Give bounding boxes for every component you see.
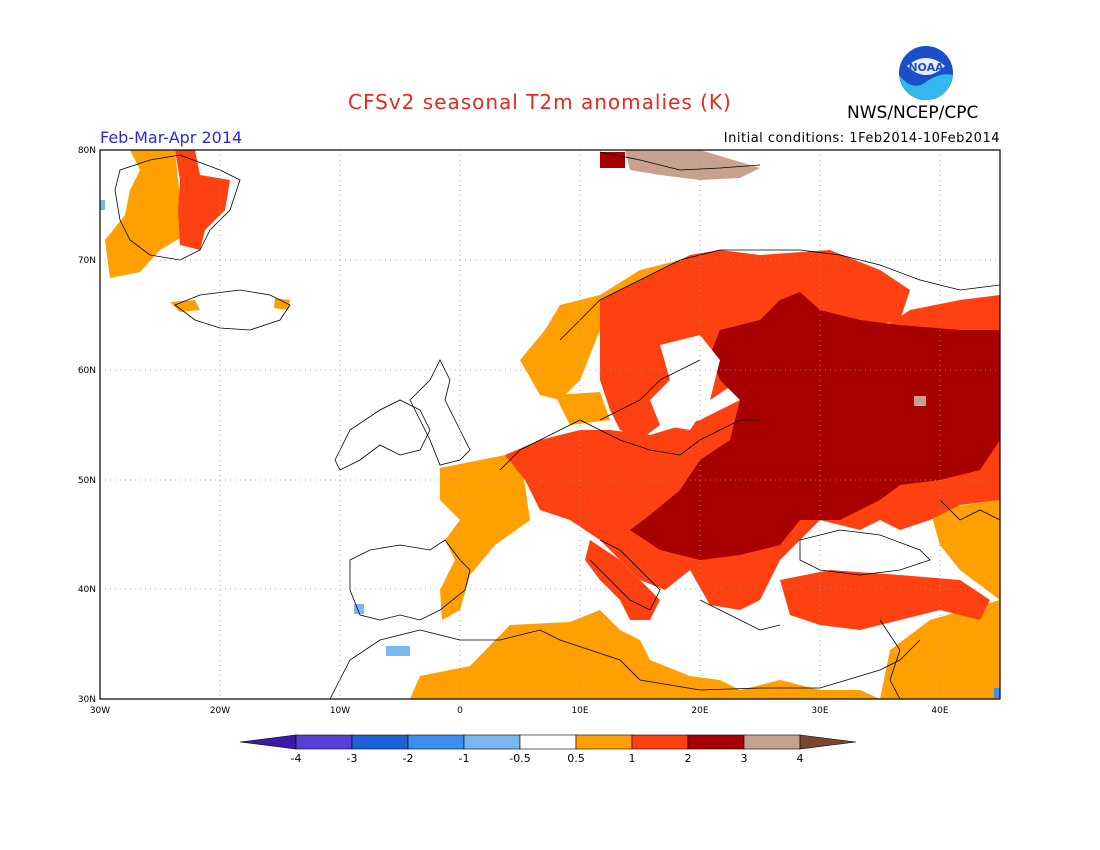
anomaly-region-russia-core [630, 292, 1000, 560]
colorbar-swatch [351, 734, 409, 750]
colorbar-label: 4 [797, 752, 804, 765]
lon-tick: 10E [571, 706, 588, 716]
lat-tick-labels: 80N 70N 60N 50N 40N 30N [78, 146, 96, 705]
forecast-period: Feb-Mar-Apr 2014 [100, 128, 243, 147]
colorbar-swatch [463, 734, 521, 750]
map-title: CFSv2 seasonal T2m anomalies (K) [348, 90, 732, 114]
colorbar-swatch [743, 734, 801, 750]
anomaly-cell-blue-morocco [386, 646, 410, 656]
colorbar-label: 3 [741, 752, 748, 765]
agency-label: NWS/NCEP/CPC [847, 103, 979, 123]
lat-tick: 80N [78, 146, 96, 156]
lat-tick: 30N [78, 695, 96, 705]
baltic-sea [650, 335, 720, 430]
lon-tick: 10W [330, 706, 350, 716]
anomaly-cell-pale [914, 396, 926, 406]
colorbar-label: 0.5 [567, 752, 585, 765]
lon-tick: 20E [691, 706, 708, 716]
colorbar-swatch [295, 734, 353, 750]
anomaly-region-greenland-south [105, 150, 185, 278]
colorbar-label: -2 [403, 752, 414, 765]
anomaly-region-caspian [930, 500, 1000, 600]
anomaly-cell-blue-east [994, 688, 1000, 698]
anomaly-region-svalbard-warm [625, 150, 760, 180]
lon-tick: 40E [931, 706, 948, 716]
colorbar-swatch [575, 734, 633, 750]
lon-tick-labels: 30W 20W 10W 0 10E 20E 30E 40E [90, 706, 949, 716]
lat-tick: 70N [78, 256, 96, 266]
lon-tick: 0 [457, 706, 463, 716]
lon-tick: 30W [90, 706, 110, 716]
map-frame [99, 149, 1001, 700]
anomaly-region-italy [585, 540, 660, 620]
anomaly-cell-blue-spain [354, 604, 364, 614]
noaa-logo-icon: NOAA [898, 45, 954, 101]
anomaly-cell-blue-greenland [100, 200, 105, 210]
lat-tick: 50N [78, 476, 96, 486]
colorbar-label: -3 [347, 752, 358, 765]
lat-tick: 40N [78, 585, 96, 595]
colorbar: -4 -3 -2 -1 -0.5 0.5 1 2 3 4 [239, 734, 857, 765]
anomaly-region-finland [720, 320, 820, 365]
colorbar-swatch [519, 734, 577, 750]
colorbar-swatch [631, 734, 689, 750]
anomaly-region-danish [555, 392, 610, 425]
initial-conditions: Initial conditions: 1Feb2014-10Feb2014 [723, 131, 1000, 146]
anomaly-region-norway-coast [520, 260, 700, 400]
lat-tick: 60N [78, 366, 96, 376]
colorbar-label: -4 [291, 752, 302, 765]
anomaly-region-greenland-east [175, 150, 230, 250]
colorbar-label: 1 [629, 752, 636, 765]
logo-text: NOAA [908, 61, 944, 74]
lon-tick: 20W [210, 706, 230, 716]
anomaly-field [100, 150, 1000, 699]
black-sea [800, 530, 930, 570]
colorbar-label: -1 [459, 752, 470, 765]
anomaly-region-black-sea-south [780, 570, 990, 630]
anomaly-region-west-europe [440, 452, 530, 620]
colorbar-swatch [407, 734, 465, 750]
coastlines [114, 151, 1000, 699]
colorbar-arrow-high [799, 734, 857, 750]
colorbar-label: 2 [685, 752, 692, 765]
colorbar-arrow-low [239, 734, 297, 750]
graticule [100, 150, 1000, 699]
colorbar-label: -0.5 [509, 752, 530, 765]
lon-tick: 30E [811, 706, 828, 716]
anomaly-region-east-africa [880, 600, 1000, 699]
colorbar-swatch [687, 734, 745, 750]
anomaly-region-north-africa [410, 610, 880, 699]
